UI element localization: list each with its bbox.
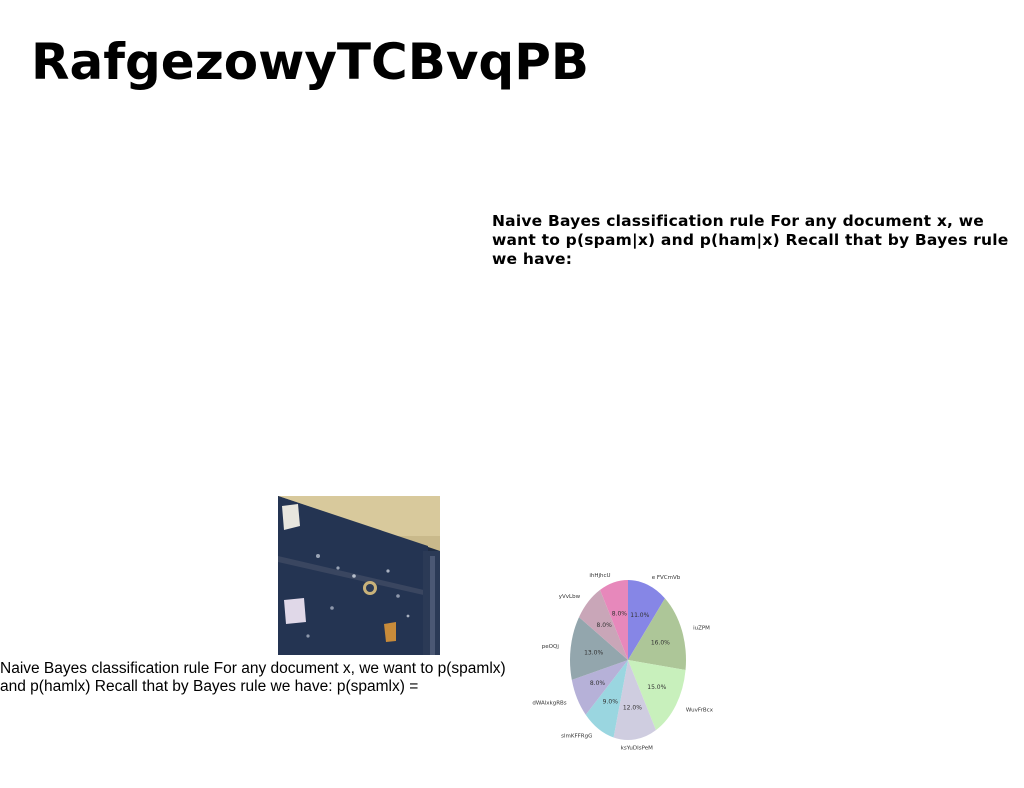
pie-slice (585, 660, 628, 738)
pie-slice-percent-label: 9.0% (603, 698, 619, 705)
pie-slice-percent-label: 11.0% (630, 612, 649, 619)
pie-slice-category-label: dWAlxkgRBs (532, 700, 566, 706)
pie-slice-percent-label: 8.0% (612, 611, 628, 618)
pie-slice-category-label: e FVCmVb (652, 575, 681, 581)
pie-slice-category-label: peOQj (542, 644, 560, 650)
pie-slice-percent-label: 12.0% (623, 705, 642, 712)
bold-paragraph: Naive Bayes classification rule For any … (492, 212, 1009, 268)
pie-slice-percent-label: 15.0% (647, 684, 666, 691)
pie-slice (579, 589, 628, 660)
pie-slice-percent-label: 8.0% (590, 680, 606, 687)
plain-paragraph: Naive Bayes classification rule For any … (0, 660, 506, 695)
pie-chart: 11.0% e FVCmVb 16.0% iuZPM 15.0% WuvFrBcx 12.0… (530, 562, 730, 762)
pie-slice-category-label: WuvFrBcx (686, 707, 714, 713)
pie-slice (571, 660, 628, 715)
pie-slice-percent-label: 16.0% (651, 639, 670, 646)
pie-slice (600, 580, 628, 660)
page-title: RafgezowyTCBvqPB (31, 33, 589, 91)
pie-slice-category-label: iuZPM (693, 626, 710, 632)
pie-slice (628, 580, 665, 660)
corkboard-photo (278, 496, 440, 655)
pie-slice (570, 617, 628, 680)
pie-slice (613, 660, 656, 740)
pie-chart-svg: 11.0% e FVCmVb 16.0% iuZPM 15.0% WuvFrBcx 12.0… (532, 573, 714, 752)
pie-slice-category-label: ihHjhcU (589, 573, 610, 579)
pie-slice-category-label: slmKFFRgG (561, 734, 592, 740)
pie-slice (628, 598, 686, 671)
pie-slice (628, 660, 686, 731)
pie-slice-category-label: ksYuDIsPeM (621, 745, 653, 751)
pie-slice-percent-label: 8.0% (597, 622, 613, 629)
corkboard-photo-image (278, 496, 440, 655)
pie-slice-category-label: yVvLbw (559, 594, 581, 600)
pie-slice-percent-label: 13.0% (584, 649, 603, 656)
